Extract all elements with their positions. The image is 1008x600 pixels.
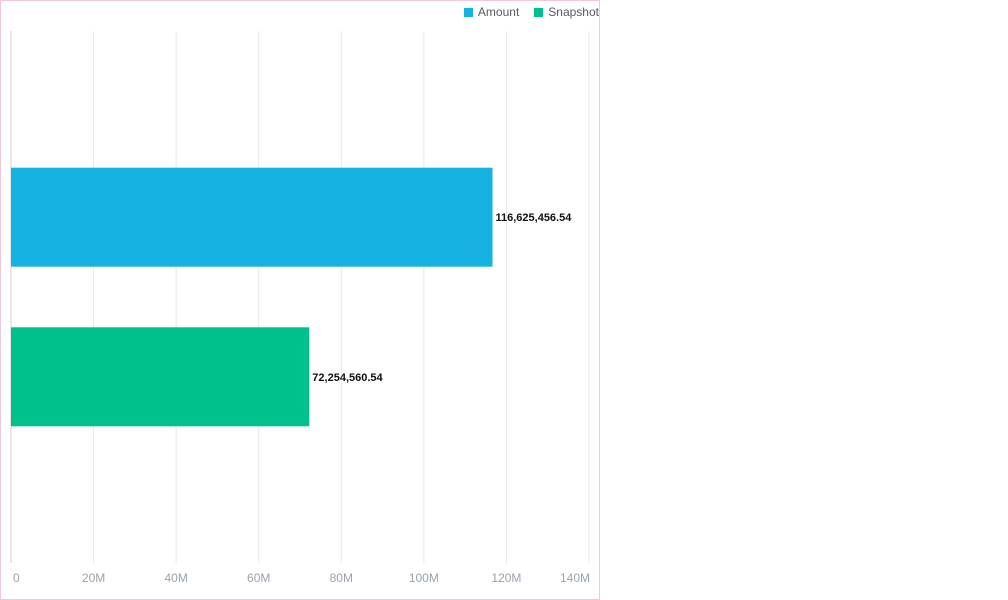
chart-container: Amount Snapshot 0 20M 40M 60M 80M 100M 120M 140… [0,0,600,600]
x-tick-label: 40M [164,571,187,585]
bar-amount[interactable] [11,167,493,267]
legend-swatch-snapshot [534,7,544,17]
x-tick-label: 60M [247,571,270,585]
legend-label-amount: Amount [477,5,520,19]
x-tick-label: 100M [409,571,439,585]
bar-chart-plot: 0 20M 40M 60M 80M 100M 120M 140M 116,625,456.54 7… [10,31,590,585]
x-tick-label: 120M [491,571,521,585]
bar-snapshot[interactable] [11,327,310,427]
x-tick-label: 140M [560,571,590,585]
legend-item-amount[interactable]: Amount [463,5,520,19]
data-label-amount: 116,625,456.54 [495,212,572,224]
x-tick-label: 20M [82,571,105,585]
x-tick-label: 0 [13,571,20,585]
data-label-snapshot: 72,254,560.54 [312,372,383,384]
legend-item-snapshot[interactable]: Snapshot [534,5,599,19]
chart-legend: Amount Snapshot [463,5,599,19]
legend-swatch-amount [463,7,473,17]
legend-label-snapshot: Snapshot [548,5,599,19]
x-tick-label: 80M [330,571,353,585]
